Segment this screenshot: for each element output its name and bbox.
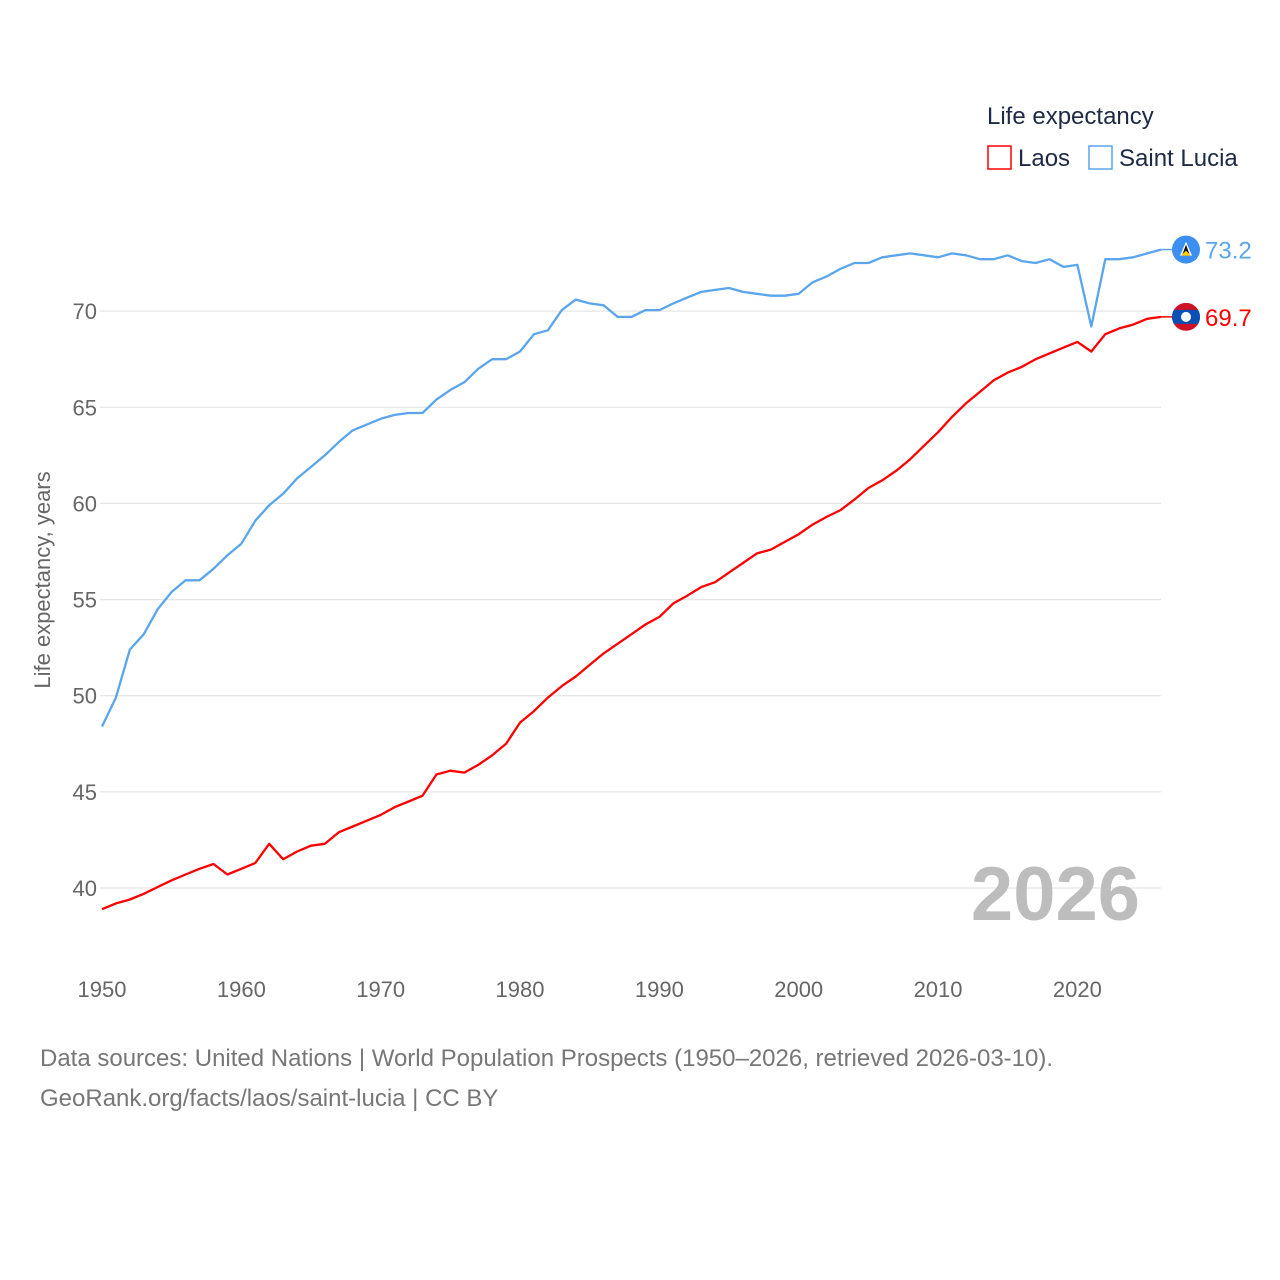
year-watermark: 2026: [971, 852, 1140, 937]
y-tick-label: 65: [73, 395, 97, 420]
y-tick-label: 60: [73, 491, 97, 516]
end-value-label: 69.7: [1205, 305, 1252, 332]
laos-flag-icon: [1172, 302, 1200, 331]
legend-swatch-laos: [987, 145, 1012, 170]
y-tick-label: 55: [73, 588, 97, 613]
footer-sources: Data sources: United Nations | World Pop…: [40, 1045, 1054, 1072]
legend-item-saint-lucia[interactable]: Saint Lucia: [1088, 145, 1238, 172]
legend-item-laos[interactable]: Laos: [987, 145, 1070, 172]
saint-lucia-flag-icon: [1172, 235, 1200, 264]
y-tick-label: 70: [73, 299, 97, 324]
x-tick-label: 1960: [217, 977, 266, 1002]
footer-attribution[interactable]: GeoRank.org/facts/laos/saint-lucia | CC …: [40, 1085, 499, 1112]
x-tick-label: 1950: [78, 977, 127, 1002]
legend-title: Life expectancy: [987, 103, 1154, 130]
legend-label-laos: Laos: [1018, 145, 1070, 172]
y-tick-label: 45: [73, 780, 97, 805]
end-value-label: 73.2: [1205, 238, 1252, 265]
legend-label-saint-lucia: Saint Lucia: [1119, 145, 1238, 172]
x-tick-label: 2020: [1053, 977, 1102, 1002]
x-tick-label: 1980: [496, 977, 545, 1002]
x-tick-label: 2000: [774, 977, 823, 1002]
legend-swatch-saint-lucia: [1088, 145, 1113, 170]
legend: Life expectancy Laos Saint Lucia: [987, 103, 1238, 172]
x-tick-label: 1990: [635, 977, 684, 1002]
x-tick-label: 2010: [914, 977, 963, 1002]
series-line-saint-lucia: [100, 248, 1162, 727]
series-line-laos: [101, 315, 1162, 911]
y-tick-label: 50: [73, 684, 97, 709]
x-tick-label: 1970: [356, 977, 405, 1002]
y-axis-label: Life expectancy, years: [30, 471, 55, 688]
y-tick-label: 40: [73, 876, 97, 901]
